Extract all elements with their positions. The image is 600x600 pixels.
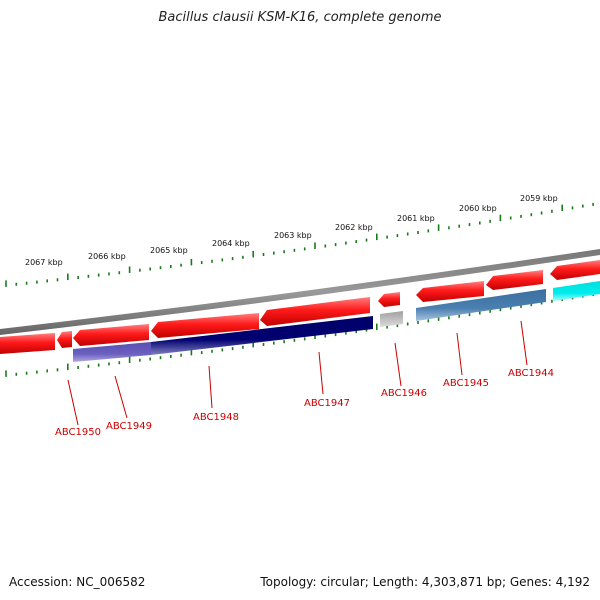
gene-label-abc1950: ABC1950 bbox=[55, 427, 101, 438]
gene-label-abc1948: ABC1948 bbox=[193, 412, 239, 423]
gene-block-cyan-reverse[interactable] bbox=[553, 281, 600, 301]
gene-arrow-abc1946[interactable] bbox=[378, 292, 400, 307]
genome-backbone bbox=[0, 249, 600, 335]
gene-block-abc1945-reverse[interactable] bbox=[416, 289, 546, 321]
scale-label-2062: 2062 kbp bbox=[335, 223, 373, 232]
scale-label-2063: 2063 kbp bbox=[274, 231, 312, 240]
gene-block-abc1948-reverse[interactable] bbox=[151, 316, 373, 355]
gene-arrow-abc1950[interactable] bbox=[0, 333, 55, 354]
gene-arrow-abc1947[interactable] bbox=[260, 297, 370, 326]
scale-label-2061: 2061 kbp bbox=[397, 214, 435, 223]
upper-scale-ticks bbox=[5, 202, 594, 287]
gene-label-abc1949: ABC1949 bbox=[106, 421, 152, 432]
genome-summary-text: Topology: circular; Length: 4,303,871 bp… bbox=[260, 575, 590, 589]
scale-label-2065: 2065 kbp bbox=[150, 246, 188, 255]
scale-label-2066: 2066 kbp bbox=[88, 252, 126, 261]
gene-block-abc1949-reverse[interactable] bbox=[73, 342, 151, 362]
scale-label-2064: 2064 kbp bbox=[212, 239, 250, 248]
gene-arrow-abc1950b[interactable] bbox=[57, 331, 72, 348]
gene-block-abc1946-reverse[interactable] bbox=[380, 311, 403, 327]
scale-label-2060: 2060 kbp bbox=[459, 204, 497, 213]
gene-arrow-next[interactable] bbox=[550, 260, 600, 280]
gene-arrow-abc1944[interactable] bbox=[486, 270, 543, 290]
gene-arrow-abc1949[interactable] bbox=[73, 324, 149, 346]
gene-label-abc1946: ABC1946 bbox=[381, 388, 427, 399]
gene-label-abc1944: ABC1944 bbox=[508, 368, 554, 379]
gene-leader-lines bbox=[67, 320, 528, 426]
gene-label-abc1947: ABC1947 bbox=[304, 398, 350, 409]
gene-arrow-abc1948[interactable] bbox=[151, 313, 259, 338]
scale-label-2067: 2067 kbp bbox=[25, 258, 63, 267]
scale-label-2059: 2059 kbp bbox=[520, 194, 558, 203]
accession-text: Accession: NC_006582 bbox=[9, 575, 146, 589]
gene-arrow-abc1945[interactable] bbox=[416, 281, 484, 302]
gene-label-abc1945: ABC1945 bbox=[443, 378, 489, 389]
map-title: Bacillus clausii KSM-K16, complete genom… bbox=[158, 10, 442, 25]
